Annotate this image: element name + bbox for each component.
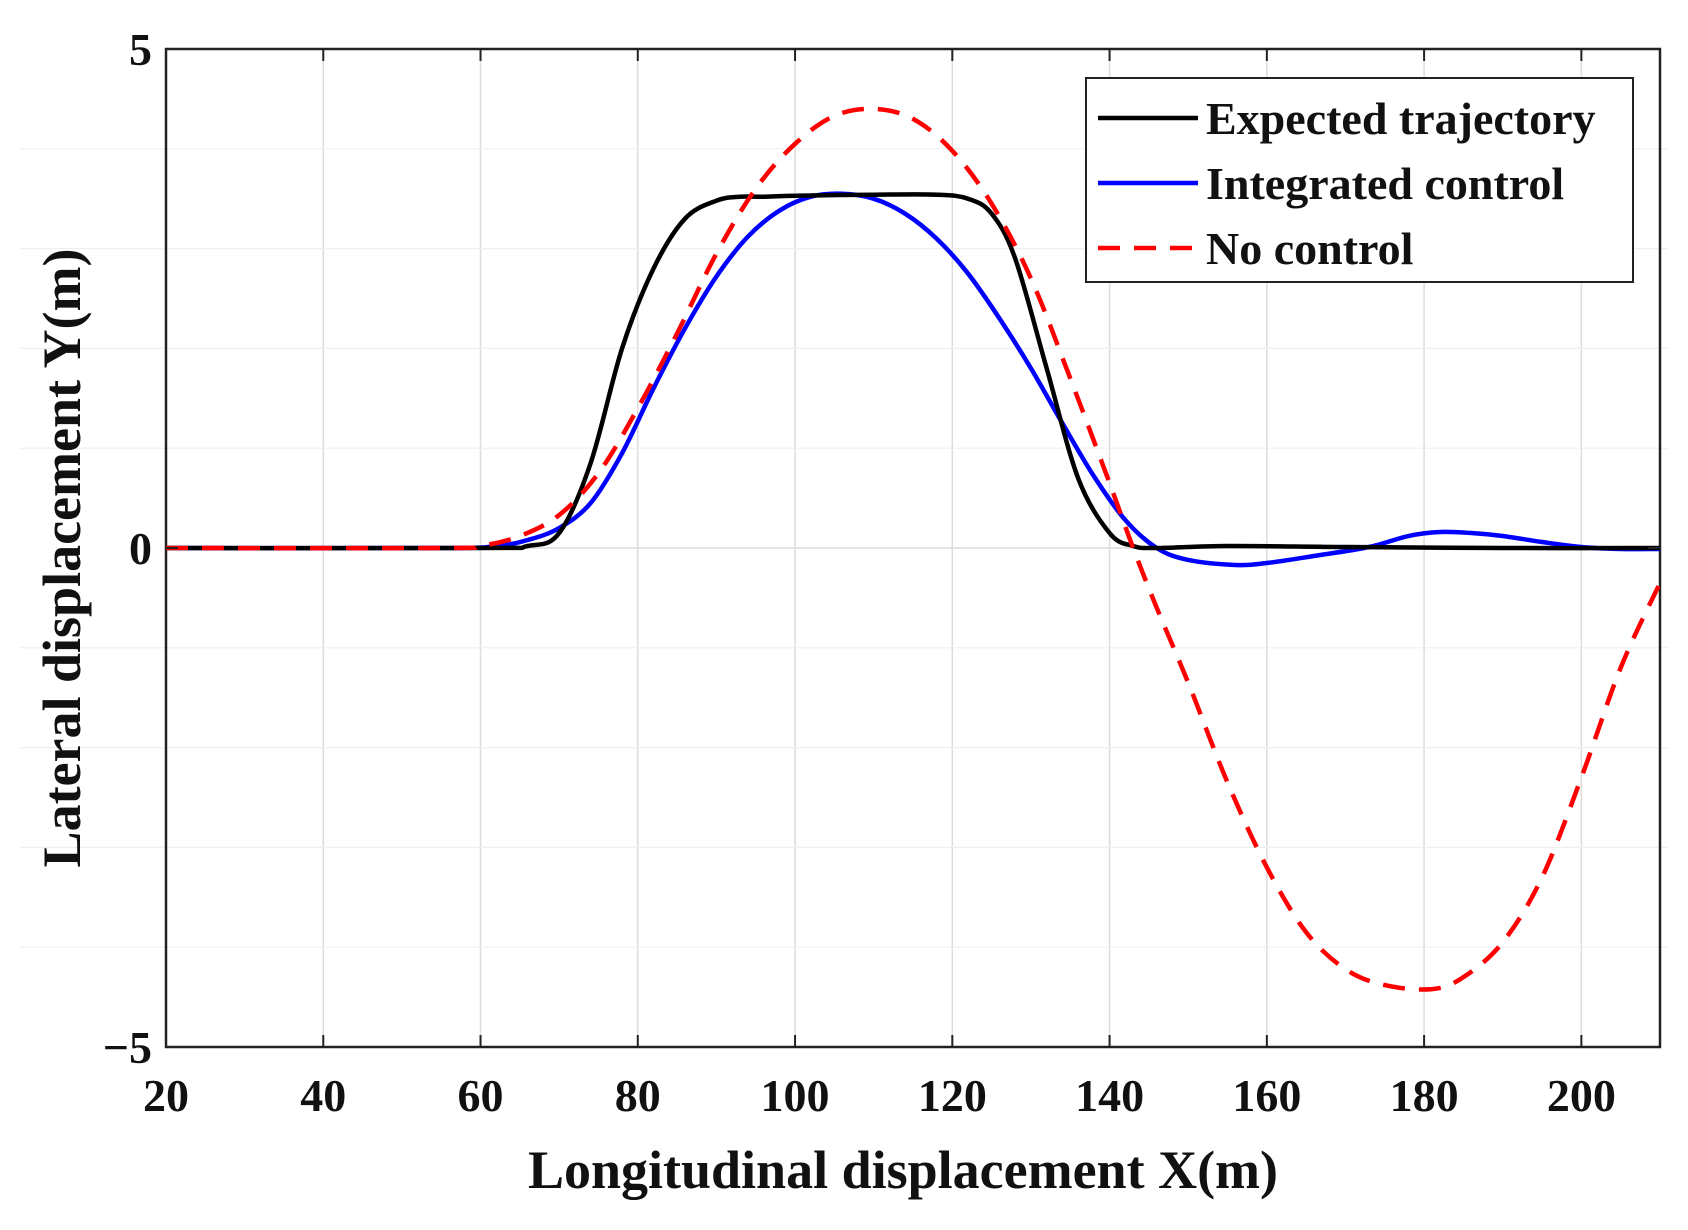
x-tick-label: 200 — [1547, 1070, 1616, 1121]
legend-label-no-control: No control — [1206, 223, 1413, 274]
legend-label-integrated-control: Integrated control — [1206, 158, 1564, 209]
x-tick-label: 60 — [458, 1070, 504, 1121]
x-tick-label: 80 — [615, 1070, 661, 1121]
y-tick-label: −5 — [103, 1022, 152, 1073]
legend-entries: Expected trajectory Integrated control No … — [1098, 93, 1596, 274]
x-tick-label: 40 — [300, 1070, 346, 1121]
x-tick-label: 120 — [918, 1070, 987, 1121]
x-tick-label: 100 — [761, 1070, 830, 1121]
x-axis-ticks: 20 40 60 80 100 120 140 160 180 200 — [143, 49, 1616, 1121]
x-tick-label: 140 — [1075, 1070, 1144, 1121]
y-tick-label: 5 — [129, 24, 152, 75]
series-line-expected-trajectory — [165, 192, 1661, 551]
x-axis-title: Longitudinal displacement X(m) — [528, 1140, 1278, 1200]
x-tick-label: 160 — [1232, 1070, 1301, 1121]
legend-label-expected-trajectory: Expected trajectory — [1206, 93, 1596, 144]
y-tick-label: 0 — [129, 523, 152, 574]
x-tick-label: 180 — [1390, 1070, 1459, 1121]
legend: Expected trajectory Integrated control No … — [1085, 77, 1634, 283]
series-line-no-control — [165, 106, 1663, 992]
x-tick-label: 20 — [143, 1070, 189, 1121]
series-lines — [165, 106, 1663, 992]
series-line-integrated-control — [165, 191, 1661, 568]
y-axis-title: Lateral displacement Y(m) — [32, 249, 92, 868]
y-axis-ticks: −5 0 5 — [103, 24, 1660, 1073]
